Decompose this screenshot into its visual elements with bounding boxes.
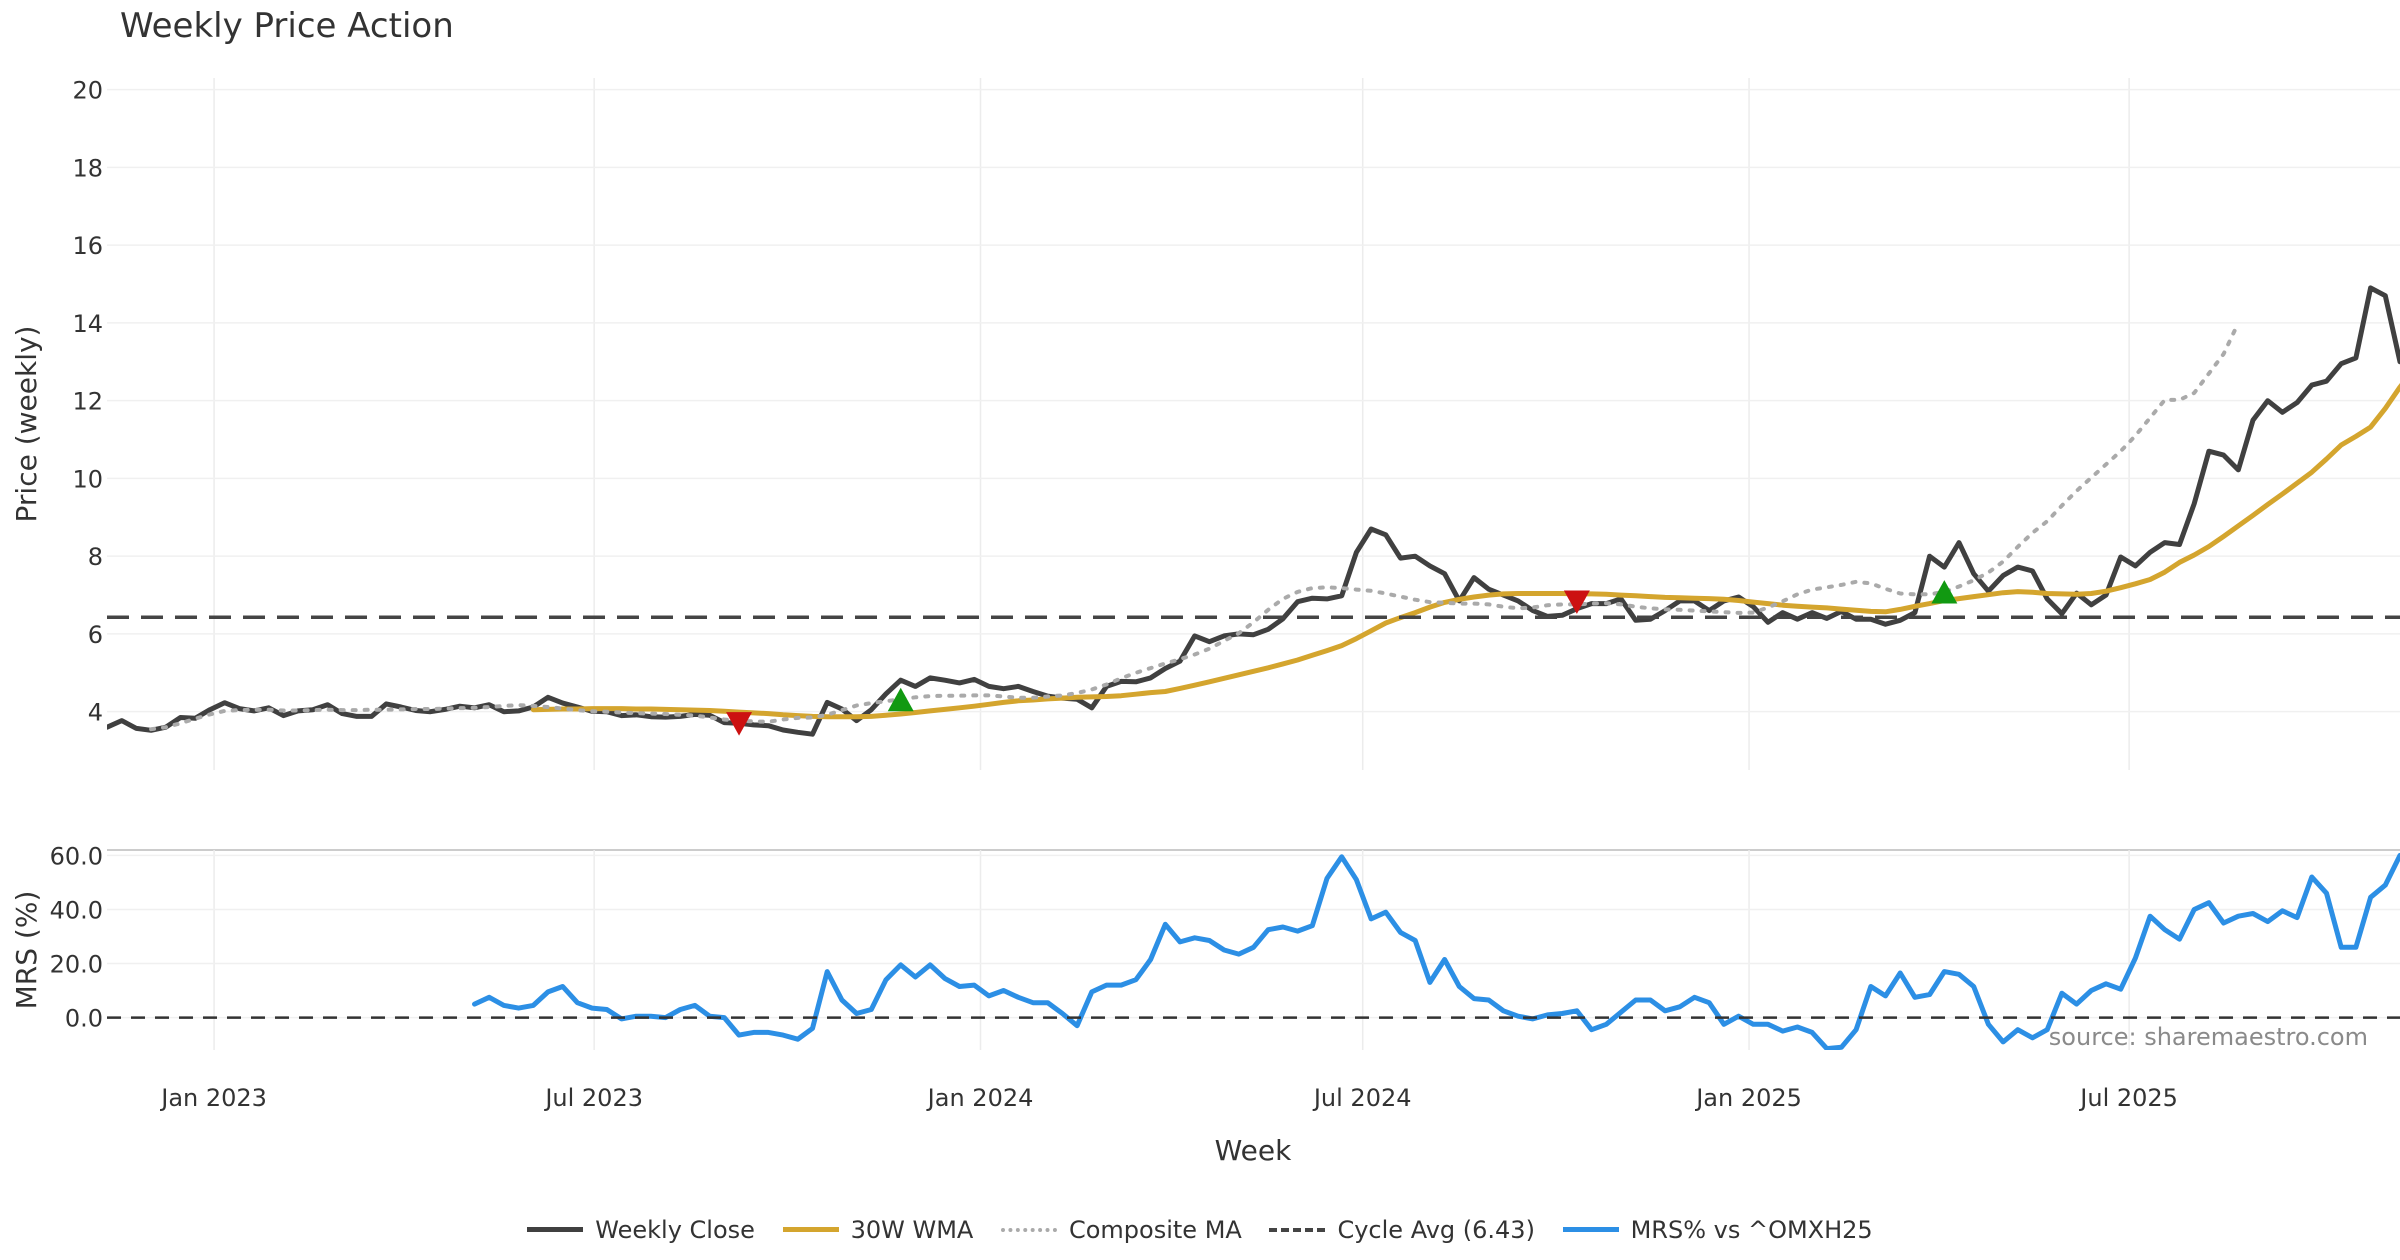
legend-label: 30W WMA bbox=[850, 1215, 974, 1244]
y-tick-label: 16 bbox=[72, 232, 103, 260]
y-tick-label: 4 bbox=[88, 699, 103, 727]
buy-signal-marker bbox=[887, 687, 914, 712]
y-tick-label: 14 bbox=[72, 310, 103, 338]
legend-label: Composite MA bbox=[1068, 1216, 1242, 1244]
source-note: source: sharemaestro.com bbox=[2049, 1023, 2368, 1051]
x-tick-label: Jan 2024 bbox=[926, 1084, 1034, 1112]
y-tick-label: 0.0 bbox=[65, 1005, 103, 1033]
y-tick-label: 18 bbox=[72, 154, 103, 182]
price-panel: 4 6 8 10 12 14 16 18 20 Price (weekly) bbox=[10, 77, 2400, 770]
sell-signal-marker bbox=[1563, 590, 1590, 614]
legend-swatch bbox=[1000, 1228, 1057, 1232]
legend-swatch bbox=[1269, 1228, 1326, 1232]
y-tick-label: 8 bbox=[88, 543, 103, 571]
y-tick-label: 40.0 bbox=[50, 896, 103, 924]
x-tick-label: Jan 2023 bbox=[159, 1084, 267, 1112]
x-axis-label: Week bbox=[1215, 1134, 1292, 1167]
series-30w-wma bbox=[530, 382, 2400, 720]
legend-label: Cycle Avg (6.43) bbox=[1337, 1216, 1535, 1244]
legend-item-mrs: MRS% vs ^OMXH25 bbox=[1562, 1215, 1873, 1244]
legend-swatch bbox=[782, 1227, 839, 1232]
x-tick-label: Jan 2025 bbox=[1694, 1084, 1802, 1112]
buy-signal-marker bbox=[1931, 580, 1958, 604]
legend-item-weekly-close: Weekly Close bbox=[527, 1216, 755, 1244]
x-tick-label: Jul 2023 bbox=[543, 1084, 643, 1112]
legend-item-composite-ma: Composite MA bbox=[1000, 1216, 1242, 1244]
legend: Weekly Close 30W WMA Composite MA Cycle … bbox=[0, 1210, 2400, 1244]
y-axis-label: MRS (%) bbox=[10, 891, 43, 1010]
legend-label: Weekly Close bbox=[595, 1215, 755, 1244]
y-tick-label: 10 bbox=[72, 465, 103, 493]
legend-swatch bbox=[527, 1227, 584, 1232]
series-composite-ma bbox=[149, 320, 2241, 732]
series-mrs-vs-omxh25 bbox=[472, 852, 2400, 1050]
y-tick-label: 6 bbox=[88, 621, 103, 649]
legend-label: MRS% vs ^OMXH25 bbox=[1630, 1215, 1873, 1244]
legend-item-30w-wma: 30W WMA bbox=[782, 1215, 974, 1244]
x-axis: Jan 2023 Jul 2023 Jan 2024 Jul 2024 Jan 2025… bbox=[159, 1084, 2178, 1167]
sell-signal-marker bbox=[726, 712, 753, 736]
y-tick-label: 12 bbox=[72, 388, 103, 416]
x-tick-label: Jul 2024 bbox=[1312, 1084, 1412, 1112]
y-tick-label: 60.0 bbox=[50, 842, 103, 870]
plot-area bbox=[107, 852, 2400, 1050]
chart-title: Weekly Price Action bbox=[120, 6, 454, 46]
legend-item-cycle-avg: Cycle Avg (6.43) bbox=[1269, 1216, 1535, 1244]
series-weekly-close bbox=[107, 285, 2400, 737]
y-tick-label: 20 bbox=[72, 77, 103, 105]
legend-swatch bbox=[1562, 1227, 1619, 1232]
y-axis-label: Price (weekly) bbox=[10, 326, 43, 523]
x-tick-label: Jul 2025 bbox=[2078, 1084, 2178, 1112]
y-tick-label: 20.0 bbox=[50, 951, 103, 979]
plot-area bbox=[107, 285, 2400, 737]
